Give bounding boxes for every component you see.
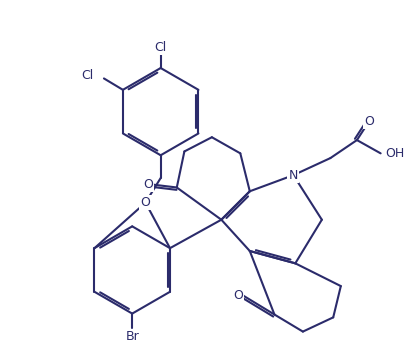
Text: Cl: Cl bbox=[155, 41, 167, 54]
Text: O: O bbox=[364, 115, 374, 127]
Text: Br: Br bbox=[126, 330, 139, 343]
Text: N: N bbox=[289, 169, 298, 182]
Text: O: O bbox=[141, 196, 150, 209]
Text: O: O bbox=[143, 178, 153, 191]
Text: Cl: Cl bbox=[81, 69, 94, 82]
Text: O: O bbox=[233, 289, 243, 302]
Text: OH: OH bbox=[386, 147, 405, 160]
